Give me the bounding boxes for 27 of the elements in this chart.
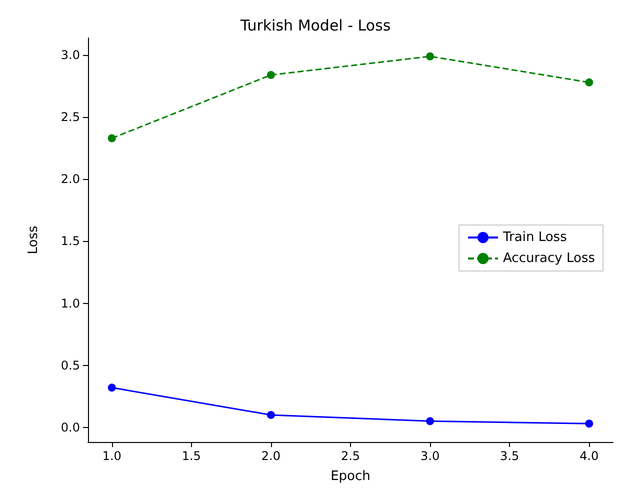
point xyxy=(266,70,275,79)
point xyxy=(266,410,275,419)
chart-title: Turkish Model - Loss xyxy=(239,16,391,34)
point xyxy=(426,417,434,426)
x-tick-label: 2.0 xyxy=(261,449,280,463)
y-tick-label: 2.0 xyxy=(60,172,80,186)
x-tick-label: 4.0 xyxy=(580,449,599,463)
y-tick-label: 0.0 xyxy=(60,420,80,434)
legend-label: Accuracy Loss xyxy=(503,251,596,266)
point xyxy=(108,134,116,142)
x-tick-label: 1.5 xyxy=(182,449,201,463)
y-tick-label: 3.0 xyxy=(60,48,80,62)
point xyxy=(585,78,594,86)
legend-label: Train Loss xyxy=(502,230,568,245)
x-tick-label: 1.0 xyxy=(102,449,122,463)
y-tick-label: 2.5 xyxy=(60,110,80,124)
x-tick-label: 2.5 xyxy=(340,449,360,463)
point xyxy=(108,384,116,392)
y-tick-label: 1.0 xyxy=(60,296,80,310)
point xyxy=(426,52,434,60)
y-axis-title: Loss xyxy=(26,226,41,254)
x-tick-label: 3.0 xyxy=(420,449,440,463)
point xyxy=(585,420,594,428)
y-tick-label: 0.5 xyxy=(60,358,80,372)
x-axis-title: Epoch xyxy=(330,469,370,484)
y-tick-label: 1.5 xyxy=(60,234,80,248)
x-tick-label: 3.5 xyxy=(500,449,520,463)
